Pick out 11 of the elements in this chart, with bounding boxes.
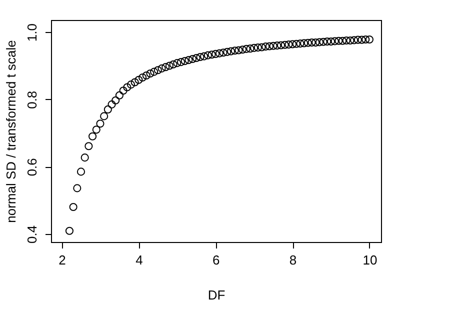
y-tick-label: 1.0 <box>24 24 40 42</box>
x-tick-label: 8 <box>289 252 297 268</box>
y-tick-label: 0.4 <box>24 225 40 244</box>
x-tick-label: 6 <box>212 252 220 268</box>
y-tick-label: 0.8 <box>24 90 40 109</box>
y-tick-label: 0.6 <box>24 158 40 176</box>
x-tick-label: 10 <box>362 252 378 268</box>
x-axis-title: DF <box>208 288 226 302</box>
x-tick-label: 2 <box>58 252 66 268</box>
x-tick-label: 4 <box>136 252 143 268</box>
y-axis-title: normal SD / transformed t scale <box>4 40 18 223</box>
